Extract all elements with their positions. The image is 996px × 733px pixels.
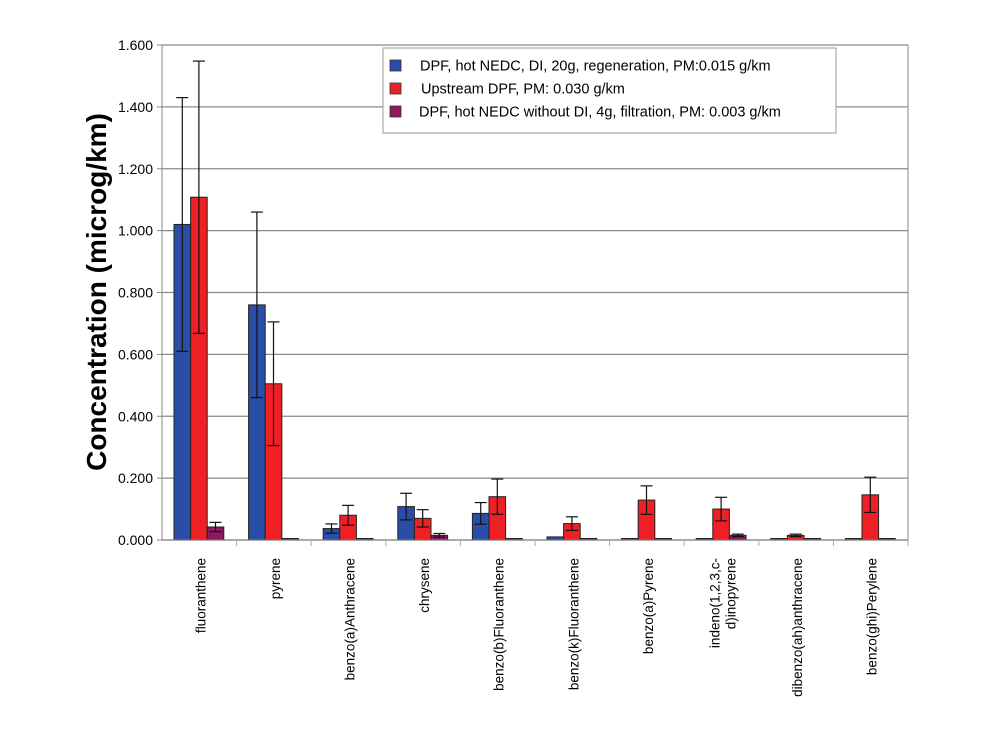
error-bar — [789, 533, 802, 538]
y-tick-label: 1.600 — [118, 37, 153, 53]
x-tick-label: benzo(b)Fluoranthene — [492, 558, 507, 691]
error-bar — [342, 504, 355, 526]
error-bar — [640, 485, 653, 515]
error-bar — [267, 321, 280, 447]
error-bar — [176, 96, 189, 352]
error-bar — [474, 501, 487, 525]
x-tick-label-line: benzo(k)Fluoranthene — [566, 558, 581, 690]
error-bar — [416, 509, 429, 528]
error-bar — [731, 533, 744, 538]
x-tick-label-line: benzo(a)Pyrene — [641, 558, 656, 654]
gridlines — [162, 44, 908, 479]
x-tick-label-line: chrysene — [417, 558, 432, 613]
x-tick-label: chrysene — [417, 558, 432, 613]
error-bar — [209, 521, 222, 533]
x-tick-label-line: benzo(ghi)Perylene — [865, 558, 880, 675]
legend-label: Upstream DPF, PM: 0.030 g/km — [421, 82, 625, 98]
y-tick-label: 0.000 — [118, 532, 153, 548]
y-tick-label: 1.400 — [118, 99, 153, 115]
x-tick-label: indeno(1,2,3,c-d)inopyrene — [708, 558, 739, 648]
x-tick-label: benzo(a)Pyrene — [641, 558, 656, 654]
legend-swatch — [389, 105, 402, 118]
y-tick-label: 1.000 — [118, 223, 153, 239]
legend: DPF, hot NEDC, DI, 20g, regeneration, PM… — [382, 47, 837, 134]
y-tick-label: 0.400 — [118, 408, 153, 424]
x-tick-label-line: fluoranthene — [193, 558, 208, 633]
x-tick-label-line: pyrene — [268, 558, 283, 599]
legend-swatch — [389, 82, 402, 95]
x-tick-label-line: indeno(1,2,3,c- — [708, 558, 723, 648]
legend-label: DPF, hot NEDC, DI, 20g, regeneration, PM… — [420, 59, 771, 75]
y-axis-label: Concentration (microg/km) — [81, 113, 112, 471]
x-tick-label: dibenzo(ah)anthracene — [790, 558, 805, 697]
error-bar — [325, 523, 338, 534]
error-bar — [433, 532, 446, 538]
error-bar — [565, 516, 578, 532]
legend-swatch — [389, 59, 402, 72]
error-bar — [192, 60, 205, 334]
x-tick-label-line: dibenzo(ah)anthracene — [790, 558, 805, 697]
legend-label: DPF, hot NEDC without DI, 4g, filtration… — [419, 105, 781, 121]
y-tick-label: 0.800 — [118, 285, 153, 301]
legend-box — [382, 47, 837, 134]
error-bar — [715, 496, 728, 522]
x-tick-label: benzo(ghi)Perylene — [865, 558, 880, 675]
error-bar — [491, 478, 504, 515]
y-tick-label: 0.200 — [118, 470, 153, 486]
y-tick-label: 0.600 — [118, 346, 153, 362]
x-axis: fluoranthene pyrene benzo(a)Anthracene chry… — [162, 539, 909, 697]
x-tick-label-line: d)inopyrene — [724, 558, 739, 629]
error-bar — [400, 492, 413, 521]
y-axis: 0.000 0.200 0.400 0.600 0.800 1.000 1.200 1.400… — [118, 37, 909, 548]
error-bar — [864, 476, 877, 514]
x-tick-label: benzo(k)Fluoranthene — [566, 558, 581, 690]
x-tick-label: fluoranthene — [193, 558, 208, 633]
x-tick-label: benzo(a)Anthracene — [343, 558, 358, 680]
x-tick-label: pyrene — [268, 558, 283, 599]
y-tick-label: 1.200 — [118, 161, 153, 177]
bars — [173, 60, 896, 541]
error-bar — [250, 211, 263, 399]
x-tick-label-line: benzo(b)Fluoranthene — [492, 558, 507, 691]
x-tick-label-line: benzo(a)Anthracene — [343, 558, 358, 680]
